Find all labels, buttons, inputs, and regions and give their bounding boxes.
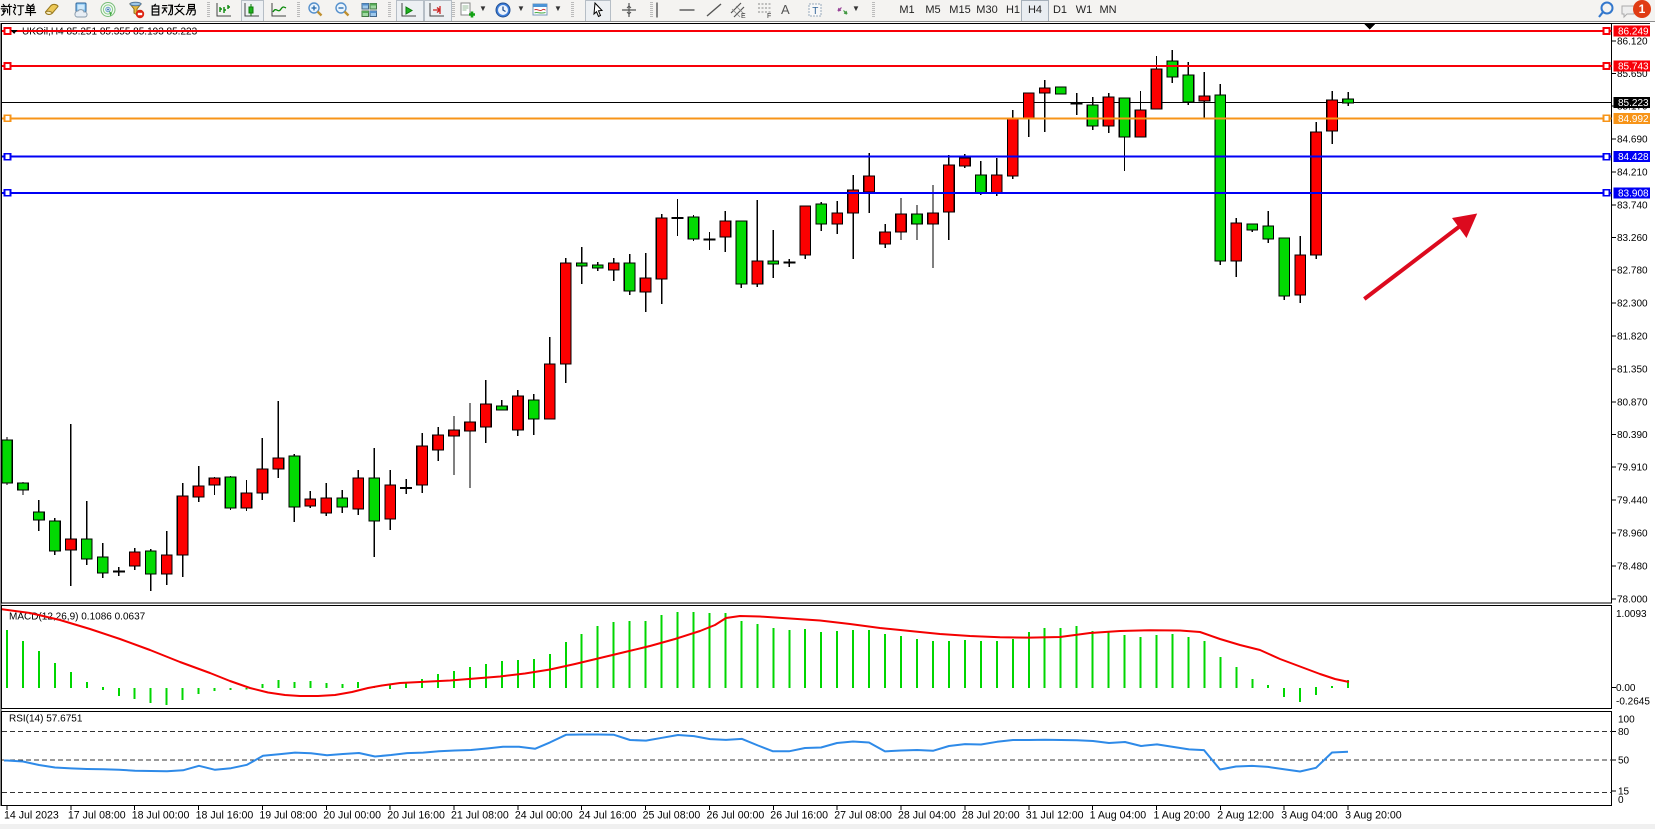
svg-text:1.0093: 1.0093 bbox=[1616, 609, 1647, 620]
svg-text:27 Jul 08:00: 27 Jul 08:00 bbox=[834, 810, 892, 822]
svg-text:31 Jul 12:00: 31 Jul 12:00 bbox=[1026, 810, 1084, 822]
svg-text:86.120: 86.120 bbox=[1617, 37, 1648, 48]
svg-text:79.910: 79.910 bbox=[1617, 463, 1648, 474]
svg-text:80.390: 80.390 bbox=[1617, 430, 1648, 441]
svg-text:84.428: 84.428 bbox=[1618, 152, 1649, 163]
svg-text:2 Aug 12:00: 2 Aug 12:00 bbox=[1217, 810, 1274, 822]
svg-text:83.260: 83.260 bbox=[1617, 233, 1648, 244]
svg-text:21 Jul 08:00: 21 Jul 08:00 bbox=[451, 810, 509, 822]
svg-text:-0.2645: -0.2645 bbox=[1616, 696, 1650, 707]
svg-text:85.743: 85.743 bbox=[1618, 62, 1649, 73]
svg-text:25 Jul 08:00: 25 Jul 08:00 bbox=[643, 810, 701, 822]
svg-text:26 Jul 16:00: 26 Jul 16:00 bbox=[770, 810, 828, 822]
svg-text:84.690: 84.690 bbox=[1617, 135, 1648, 146]
svg-text:1 Aug 04:00: 1 Aug 04:00 bbox=[1090, 810, 1147, 822]
svg-text:86.249: 86.249 bbox=[1618, 27, 1649, 38]
svg-text:3 Aug 20:00: 3 Aug 20:00 bbox=[1345, 810, 1402, 822]
svg-text:28 Jul 04:00: 28 Jul 04:00 bbox=[898, 810, 956, 822]
svg-text:81.820: 81.820 bbox=[1617, 332, 1648, 343]
svg-text:100: 100 bbox=[1618, 714, 1635, 725]
svg-text:24 Jul 00:00: 24 Jul 00:00 bbox=[515, 810, 573, 822]
svg-text:84.210: 84.210 bbox=[1617, 168, 1648, 179]
svg-text:78.960: 78.960 bbox=[1617, 529, 1648, 540]
svg-text:19 Jul 08:00: 19 Jul 08:00 bbox=[259, 810, 317, 822]
svg-text:T: T bbox=[812, 6, 818, 17]
svg-text:18 Jul 16:00: 18 Jul 16:00 bbox=[196, 810, 254, 822]
svg-text:MACD(12,26,9) 0.1086 0.0637: MACD(12,26,9) 0.1086 0.0637 bbox=[9, 612, 146, 623]
svg-text:3 Aug 04:00: 3 Aug 04:00 bbox=[1281, 810, 1338, 822]
svg-text:24 Jul 16:00: 24 Jul 16:00 bbox=[579, 810, 637, 822]
svg-text:82.300: 82.300 bbox=[1617, 299, 1648, 310]
svg-text:83.740: 83.740 bbox=[1617, 201, 1648, 212]
svg-text:82.780: 82.780 bbox=[1617, 266, 1648, 277]
svg-text:78.480: 78.480 bbox=[1617, 562, 1648, 573]
svg-text:85.650: 85.650 bbox=[1617, 69, 1648, 80]
svg-text:84.992: 84.992 bbox=[1618, 114, 1649, 125]
svg-text:78.000: 78.000 bbox=[1617, 595, 1648, 606]
svg-text:E: E bbox=[741, 13, 746, 19]
svg-text:80.870: 80.870 bbox=[1617, 398, 1648, 409]
svg-text:79.440: 79.440 bbox=[1617, 496, 1648, 507]
svg-text:14 Jul 2023: 14 Jul 2023 bbox=[4, 810, 59, 822]
svg-text:1 Aug 20:00: 1 Aug 20:00 bbox=[1154, 810, 1211, 822]
svg-text:15: 15 bbox=[1618, 787, 1630, 798]
svg-text:50: 50 bbox=[1618, 755, 1630, 766]
svg-text:0.00: 0.00 bbox=[1616, 683, 1636, 694]
svg-text:17 Jul 08:00: 17 Jul 08:00 bbox=[68, 810, 126, 822]
svg-text:81.350: 81.350 bbox=[1617, 365, 1648, 376]
svg-text:20 Jul 00:00: 20 Jul 00:00 bbox=[323, 810, 381, 822]
svg-text:83.908: 83.908 bbox=[1618, 188, 1649, 199]
svg-text:F: F bbox=[767, 13, 771, 19]
svg-text:85.223: 85.223 bbox=[1618, 98, 1649, 109]
svg-text:0: 0 bbox=[1618, 795, 1624, 806]
svg-text:28 Jul 20:00: 28 Jul 20:00 bbox=[962, 810, 1020, 822]
svg-text:80: 80 bbox=[1618, 727, 1630, 738]
svg-text:26 Jul 00:00: 26 Jul 00:00 bbox=[707, 810, 765, 822]
svg-text:18 Jul 00:00: 18 Jul 00:00 bbox=[132, 810, 190, 822]
svg-text:20 Jul 16:00: 20 Jul 16:00 bbox=[387, 810, 445, 822]
svg-text:RSI(14) 57.6751: RSI(14) 57.6751 bbox=[9, 714, 83, 725]
